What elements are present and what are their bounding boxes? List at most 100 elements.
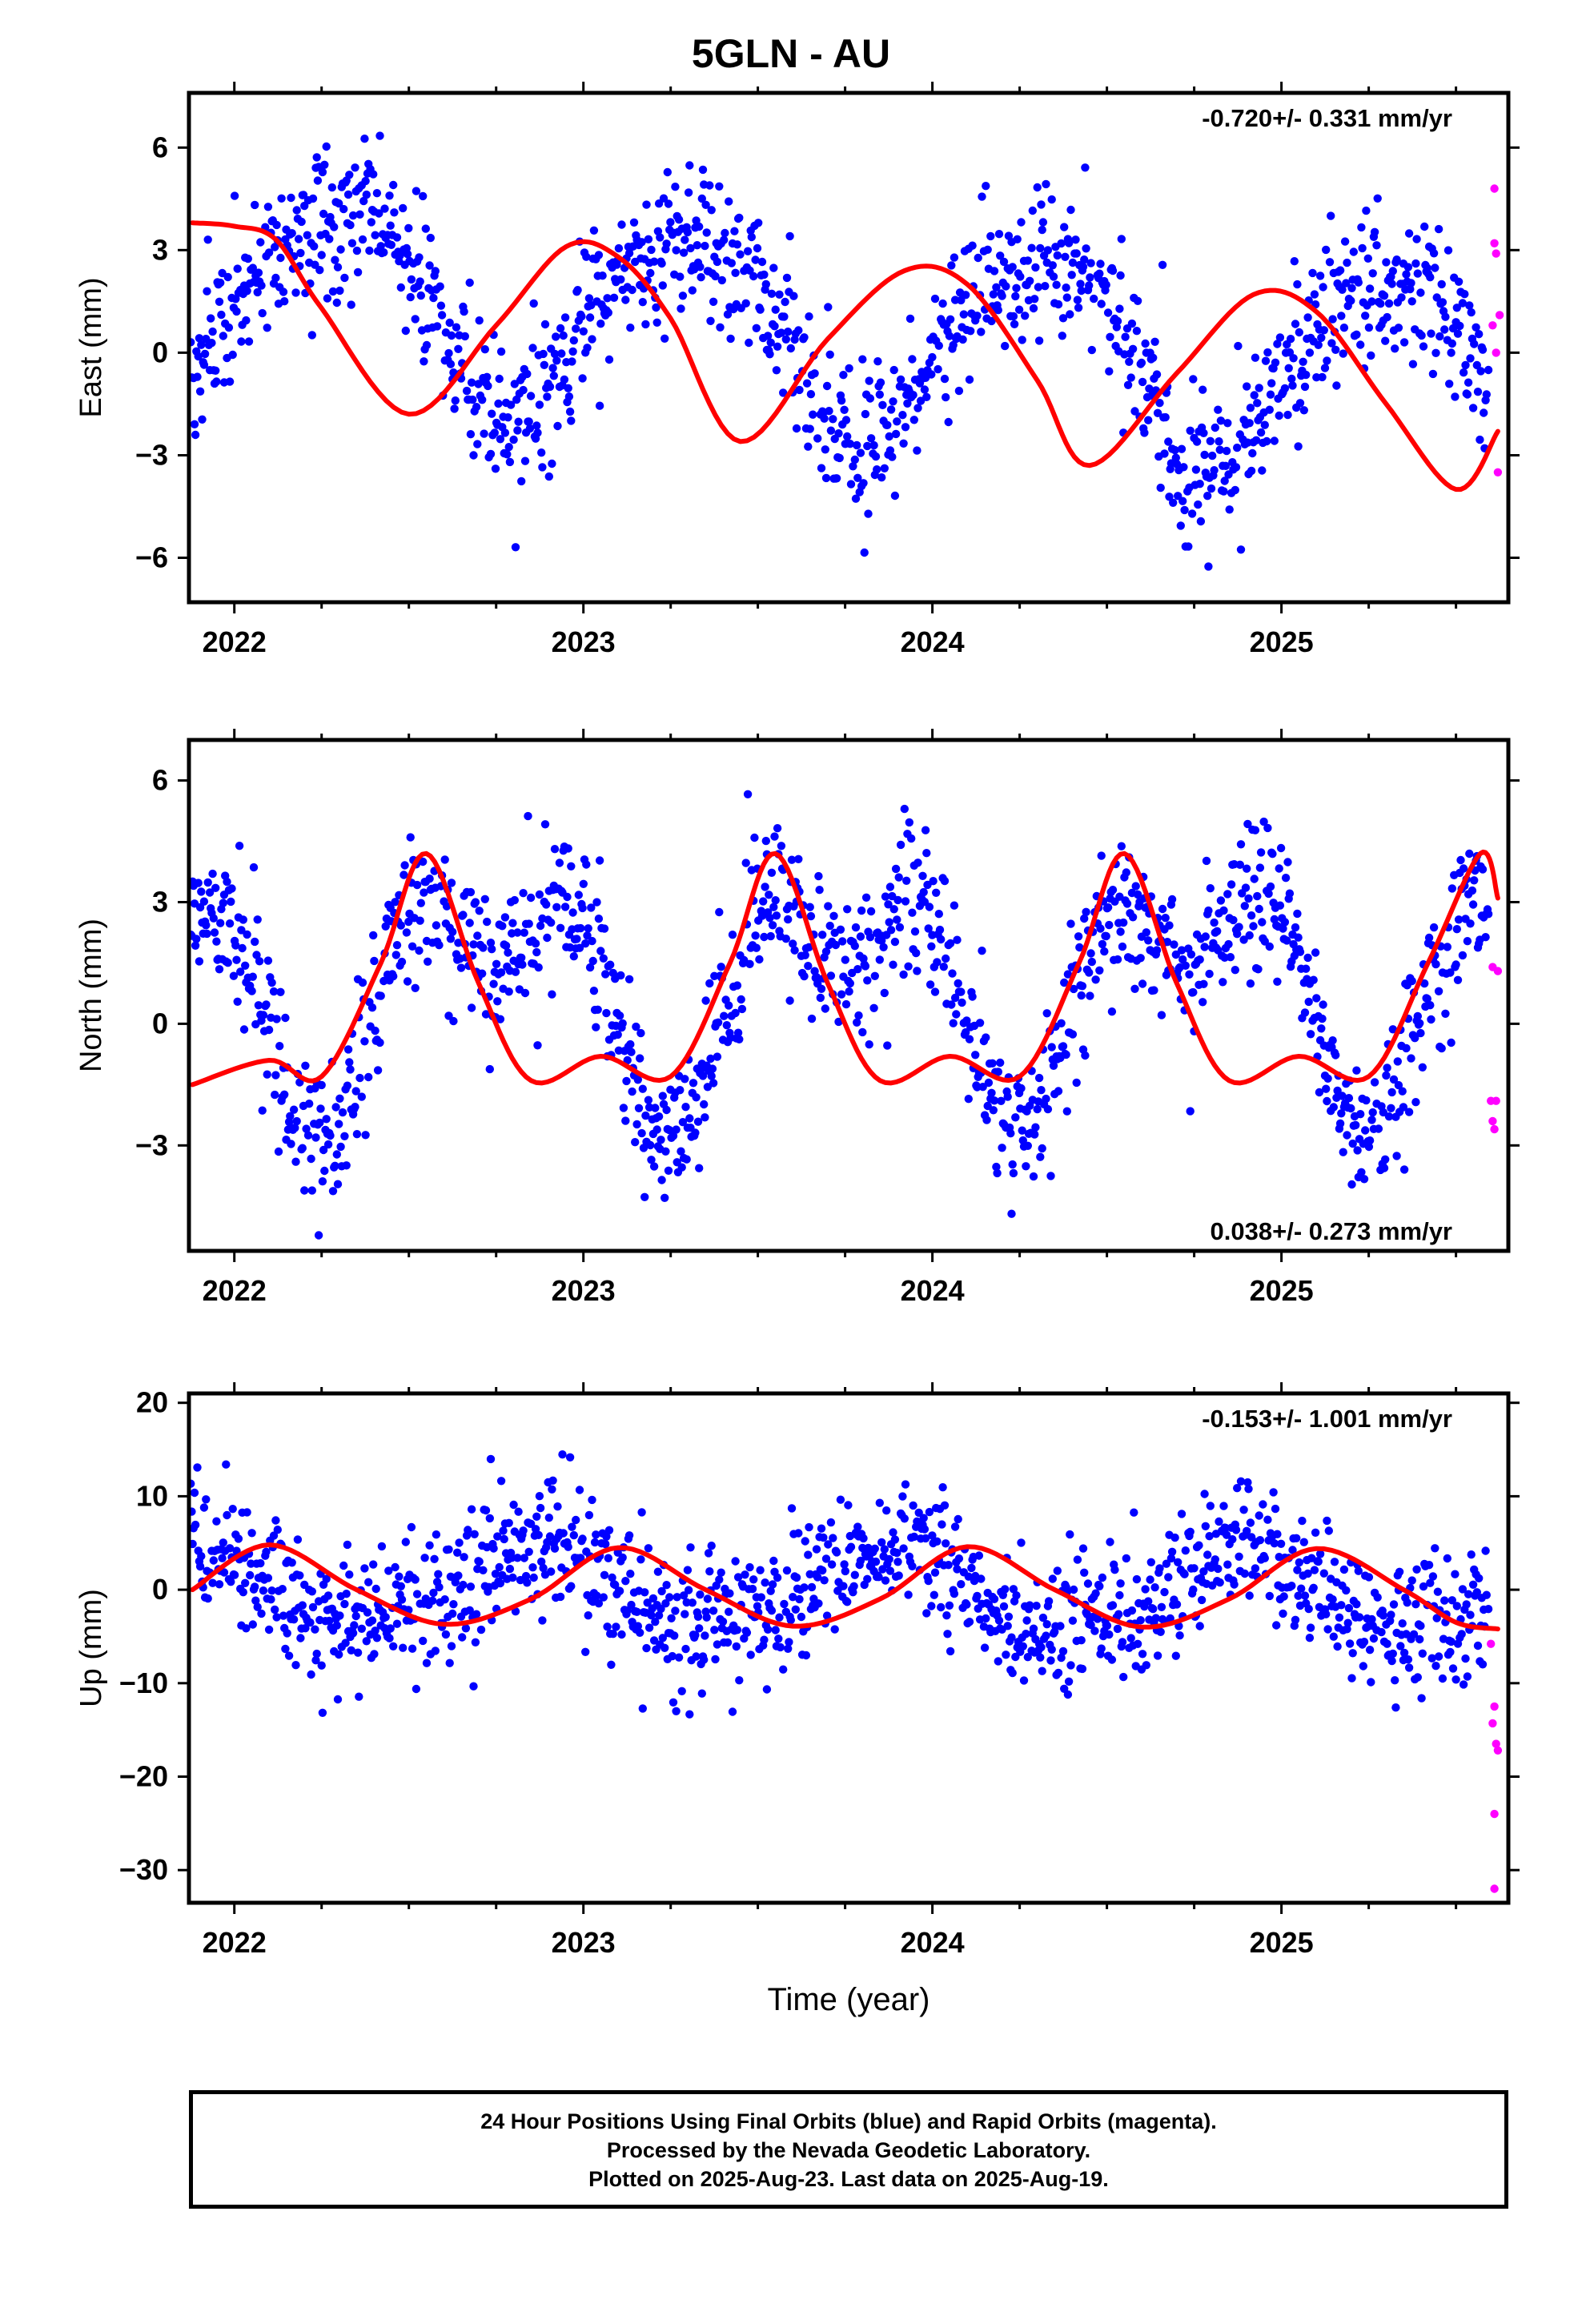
up-data-point bbox=[1315, 1550, 1325, 1558]
east-data-point bbox=[420, 357, 428, 366]
east-data-point bbox=[621, 296, 630, 304]
up-data-point bbox=[592, 1591, 601, 1600]
up-data-point bbox=[733, 1573, 743, 1582]
east-y-tick-label: −6 bbox=[135, 541, 168, 574]
north-data-point bbox=[331, 1161, 339, 1171]
east-data-point bbox=[899, 439, 908, 448]
north-data-point bbox=[750, 833, 759, 842]
up-data-point bbox=[640, 1588, 649, 1597]
east-data-point bbox=[659, 194, 669, 203]
east-data-point bbox=[1096, 259, 1105, 268]
north-data-point bbox=[752, 943, 761, 952]
north-data-point bbox=[1348, 1139, 1357, 1148]
north-data-point bbox=[1036, 1152, 1045, 1161]
up-data-point bbox=[1432, 1614, 1441, 1622]
north-data-point bbox=[1054, 1087, 1063, 1096]
north-data-point bbox=[1074, 932, 1083, 941]
up-data-point bbox=[760, 1635, 769, 1644]
east-data-point bbox=[1290, 257, 1299, 266]
east-data-point bbox=[1253, 399, 1262, 408]
up-data-point bbox=[271, 1605, 279, 1614]
east-data-point bbox=[1013, 235, 1022, 243]
east-data-point bbox=[1062, 283, 1070, 292]
up-data-point bbox=[1419, 1582, 1428, 1591]
east-data-point bbox=[1258, 466, 1267, 475]
east-data-point bbox=[1177, 444, 1186, 453]
east-data-point bbox=[355, 210, 364, 219]
up-data-point bbox=[386, 1624, 395, 1633]
up-data-point bbox=[191, 1520, 200, 1530]
up-data-point bbox=[608, 1573, 616, 1582]
footer-line-2: Processed by the Nevada Geodetic Laborat… bbox=[606, 2138, 1091, 2162]
north-data-point bbox=[1351, 1120, 1360, 1130]
north-data-point bbox=[883, 1041, 892, 1050]
north-data-point bbox=[504, 948, 512, 957]
east-data-point bbox=[784, 328, 793, 336]
north-data-point bbox=[467, 1003, 476, 1012]
up-data-point bbox=[603, 1622, 612, 1631]
east-data-point bbox=[820, 414, 829, 423]
east-data-point bbox=[785, 231, 794, 241]
footer-caption-box: 24 Hour Positions Using Final Orbits (bl… bbox=[189, 2090, 1508, 2209]
up-data-point bbox=[1069, 1585, 1078, 1594]
up-data-point bbox=[524, 1547, 533, 1557]
up-data-point bbox=[190, 1488, 199, 1498]
north-data-point bbox=[267, 978, 276, 987]
up-data-point bbox=[384, 1566, 393, 1575]
north-data-point bbox=[952, 1010, 961, 1019]
east-data-point bbox=[1317, 333, 1326, 342]
north-data-point bbox=[239, 915, 247, 924]
north-data-point bbox=[1118, 942, 1127, 951]
east-x-tick-label: 2022 bbox=[203, 625, 267, 658]
up-data-point bbox=[1344, 1603, 1354, 1613]
north-data-point bbox=[845, 987, 853, 996]
north-data-point bbox=[1254, 965, 1263, 974]
up-data-point bbox=[900, 1514, 909, 1523]
up-data-point bbox=[548, 1485, 556, 1494]
north-data-point bbox=[1161, 914, 1170, 923]
up-data-point bbox=[1355, 1613, 1364, 1622]
north-data-point bbox=[376, 991, 385, 1000]
north-data-point bbox=[890, 937, 900, 947]
up-data-point bbox=[1004, 1612, 1014, 1622]
up-data-point bbox=[1151, 1614, 1161, 1622]
east-data-point bbox=[1064, 239, 1074, 247]
up-data-point bbox=[408, 1644, 417, 1653]
east-data-point bbox=[313, 176, 323, 185]
east-data-point bbox=[1356, 340, 1365, 349]
north-data-point bbox=[471, 898, 480, 907]
east-data-point bbox=[1031, 263, 1040, 272]
up-data-point bbox=[1377, 1627, 1386, 1637]
east-data-point bbox=[1086, 273, 1094, 282]
east-data-point bbox=[257, 281, 266, 290]
up-data-point bbox=[859, 1534, 868, 1543]
up-data-point bbox=[1462, 1600, 1471, 1609]
north-data-point bbox=[223, 959, 232, 967]
north-data-point bbox=[649, 1162, 659, 1171]
north-data-point bbox=[1167, 895, 1177, 904]
east-data-point bbox=[637, 238, 646, 247]
east-data-point bbox=[1210, 466, 1219, 475]
north-data-point bbox=[861, 893, 871, 903]
east-data-point bbox=[1221, 461, 1231, 470]
east-data-point bbox=[705, 181, 714, 190]
up-data-point bbox=[1416, 1622, 1425, 1630]
east-data-point bbox=[663, 167, 672, 177]
up-data-point bbox=[1467, 1550, 1476, 1559]
north-data-point bbox=[416, 899, 425, 907]
north-data-point bbox=[761, 883, 769, 891]
up-data-point bbox=[1391, 1703, 1400, 1712]
east-data-point bbox=[1216, 416, 1226, 425]
north-data-point bbox=[536, 921, 545, 931]
east-data-point bbox=[1072, 249, 1081, 258]
up-data-point bbox=[1038, 1613, 1048, 1622]
east-data-point bbox=[624, 249, 634, 258]
east-data-point bbox=[460, 332, 469, 341]
north-data-point bbox=[984, 1078, 994, 1088]
up-data-point bbox=[1369, 1634, 1379, 1643]
north-data-point bbox=[406, 833, 415, 842]
north-data-point bbox=[1219, 906, 1228, 915]
north-data-point bbox=[1250, 875, 1259, 883]
east-data-point bbox=[1319, 326, 1329, 335]
north-data-point bbox=[1122, 899, 1132, 908]
